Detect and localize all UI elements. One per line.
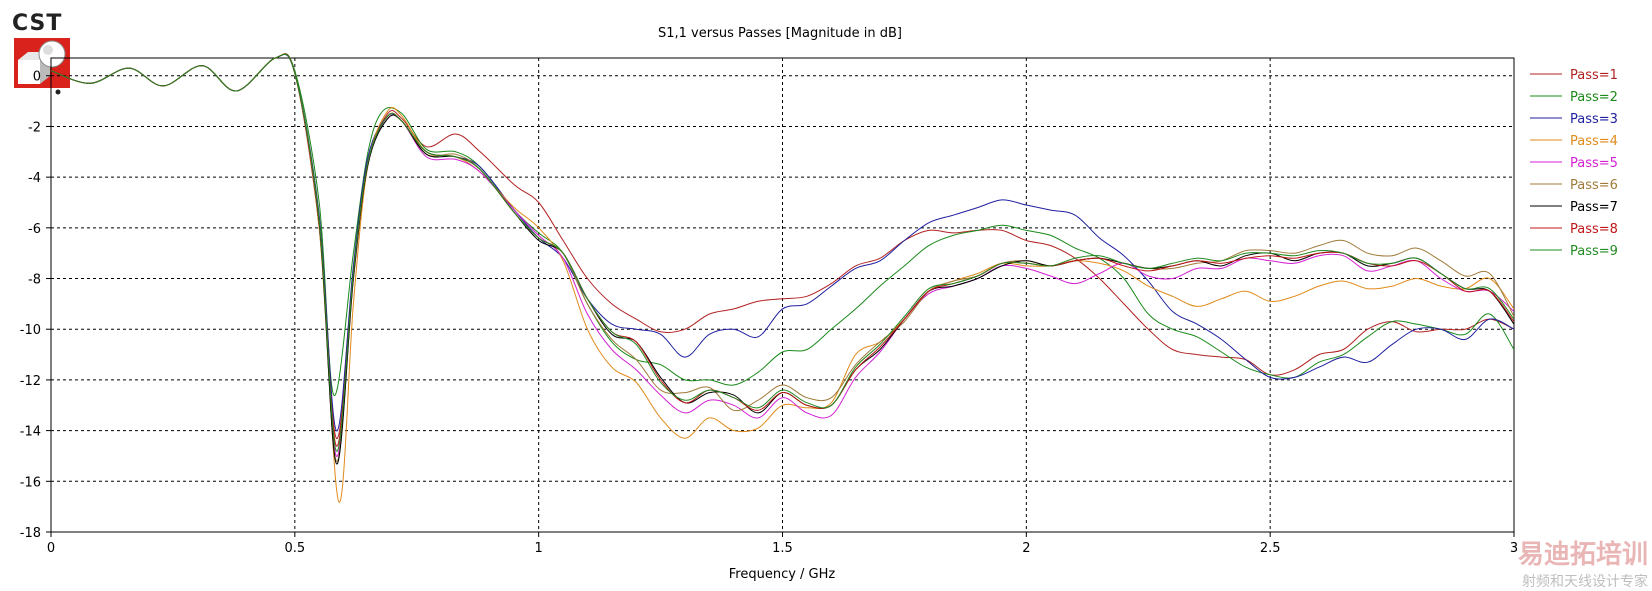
watermark-title: 易迪拓培训 <box>1518 540 1648 570</box>
x-axis-title: Frequency / GHz <box>729 567 836 582</box>
watermark: 易迪拓培训 射频和天线设计专家 <box>1518 540 1648 590</box>
series-line-pass-3 <box>50 54 1515 432</box>
series-line-pass-4 <box>50 53 1515 503</box>
legend-label-pass-1: Pass=1 <box>1570 68 1618 83</box>
y-tick-label-2: -4 <box>28 171 41 186</box>
legend-label-pass-9: Pass=9 <box>1570 244 1618 259</box>
cst-logo-sphere <box>38 40 66 68</box>
x-tick-label-6: 3 <box>1510 541 1518 556</box>
series-line-pass-9 <box>50 53 1515 452</box>
series-line-pass-5 <box>50 53 1515 457</box>
x-tick-label-2: 1 <box>535 541 543 556</box>
x-tick-label-3: 1.5 <box>772 541 793 556</box>
x-tick-label-1: 0.5 <box>284 541 305 556</box>
y-tick-label-4: -8 <box>28 273 41 288</box>
cst-logo-dot <box>55 89 61 95</box>
legend-label-pass-7: Pass=7 <box>1570 200 1618 215</box>
x-tick-label-4: 2 <box>1022 541 1030 556</box>
legend-label-pass-3: Pass=3 <box>1570 112 1618 127</box>
y-tick-label-3: -6 <box>28 222 41 237</box>
cst-logo: CST <box>12 11 70 95</box>
cst-logo-text: CST <box>12 11 62 36</box>
legend-label-pass-5: Pass=5 <box>1570 156 1618 171</box>
y-tick-label-8: -16 <box>20 475 41 490</box>
x-tick-labels: 0 0.5 1 1.5 2 2.5 3 <box>47 532 1518 556</box>
y-tick-label-9: -18 <box>20 526 41 541</box>
grid-lines <box>51 58 1514 532</box>
y-tick-label-0: 0 <box>33 70 41 85</box>
series-line-pass-2 <box>50 53 1515 396</box>
series-lines <box>50 53 1515 503</box>
y-tick-label-5: -10 <box>20 323 41 338</box>
legend-label-pass-4: Pass=4 <box>1570 134 1618 149</box>
legend-label-pass-6: Pass=6 <box>1570 178 1618 193</box>
y-tick-label-1: -2 <box>28 120 41 135</box>
y-tick-label-6: -12 <box>20 374 41 389</box>
y-tick-label-7: -14 <box>20 425 41 440</box>
cst-logo-sphere-highlight <box>43 45 53 55</box>
watermark-subtitle: 射频和天线设计专家 <box>1522 573 1648 590</box>
chart-title: S1,1 versus Passes [Magnitude in dB] <box>658 26 902 41</box>
cst-logo-cube-front <box>18 60 40 84</box>
y-tick-labels: 0 -2 -4 -6 -8 -10 -12 -14 -16 -18 <box>20 70 51 541</box>
legend: Pass=1 Pass=2 Pass=3 Pass=4 Pass=5 Pass=6 Pass… <box>1530 68 1618 259</box>
legend-label-pass-8: Pass=8 <box>1570 222 1618 237</box>
x-tick-label-0: 0 <box>47 541 55 556</box>
x-tick-label-5: 2.5 <box>1260 541 1281 556</box>
legend-label-pass-2: Pass=2 <box>1570 90 1618 105</box>
